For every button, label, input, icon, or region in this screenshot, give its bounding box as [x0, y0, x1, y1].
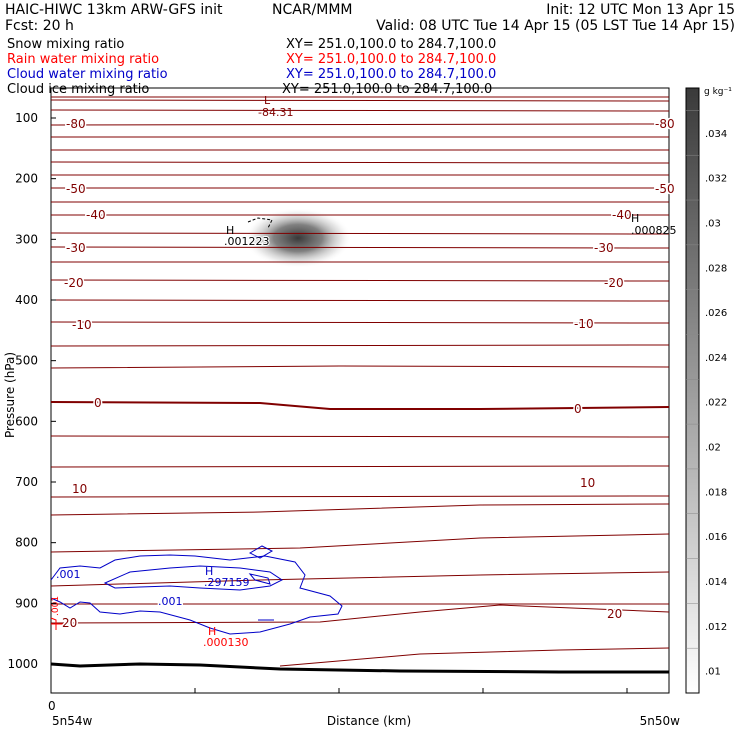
low-value: -84.31: [258, 106, 293, 119]
isotherm-label: -80: [66, 117, 86, 131]
isotherm-label: -30: [594, 241, 614, 255]
colorbar-tick-label: .026: [705, 308, 727, 319]
x-tick-zero: 0: [48, 699, 56, 713]
x-right-label: 5n50w: [640, 714, 681, 728]
y-tick-label: 200: [15, 172, 38, 186]
y-axis: 100 200 300 400 500 600 700 800 900 1000 Pressure…: [3, 111, 56, 671]
field-label-rain: Rain water mixing ratio: [7, 52, 159, 67]
colorbar-tick-label: .01: [705, 667, 721, 678]
isotherm-label: -10: [574, 317, 594, 331]
isotherm-label: 10: [580, 476, 595, 490]
isotherm-20: [50, 604, 670, 624]
y-tick-label: 500: [15, 354, 38, 368]
colorbar-tick-label: .022: [705, 398, 727, 409]
plot-frame: [50, 87, 670, 694]
header-org: NCAR/MMM: [272, 2, 353, 18]
x-left-label: 5n54w: [52, 714, 93, 728]
high-value-rain: .000130: [203, 636, 249, 649]
field-label-cloud-ice: Cloud ice mixing ratio: [7, 82, 149, 97]
high-value-snow: .001223: [224, 235, 270, 248]
isotherm-label: -20: [604, 276, 624, 290]
isotherm-label: -10: [72, 318, 92, 332]
isotherm-label: 10: [72, 482, 87, 496]
y-tick-label: 800: [15, 536, 38, 550]
colorbar-ramp: [685, 87, 700, 694]
field-xy-snow: XY= 251.0,100.0 to 284.7,100.0: [286, 37, 496, 52]
colorbar-tick-label: .016: [705, 532, 727, 543]
y-tick-label: 300: [15, 232, 38, 246]
high-value-ice: .000825: [631, 224, 677, 237]
header-init: Init: 12 UTC Mon 13 Apr 15: [546, 2, 735, 18]
colorbar-tick-label: .024: [705, 353, 727, 364]
high-value-cloud-water: .297159: [204, 576, 250, 589]
field-xy-cloud-water: XY= 251.0,100.0 to 284.7,100.0: [286, 67, 496, 82]
y-axis-label: Pressure (hPa): [3, 352, 17, 438]
colorbar-tick-label: .02: [705, 443, 721, 454]
high-marker-cloud-water: H: [205, 565, 213, 578]
snow-shading: [244, 208, 352, 268]
colorbar-tick-label: .014: [705, 577, 727, 588]
terrain-line: [50, 662, 669, 674]
snow-contour: [247, 217, 273, 229]
isotherm-label: -40: [86, 208, 106, 222]
isotherm-label: 0: [574, 402, 582, 416]
y-tick-label: 100: [15, 111, 38, 125]
rain-contour: [50, 617, 57, 630]
high-marker-rain: H: [208, 625, 216, 638]
isotherm-label: -30: [66, 241, 86, 255]
cloud-water-label: .001: [56, 568, 81, 581]
header-title: HAIC-HIWC 13km ARW-GFS init: [5, 2, 223, 18]
rain-label: .001: [51, 596, 61, 616]
cloud-water-labels: .001 .001: [55, 567, 185, 610]
cloud-water-contours: [50, 545, 343, 635]
y-tick-label: 1000: [7, 657, 38, 671]
y-tick-label: 600: [15, 414, 38, 428]
colorbar-tick-label: .012: [705, 622, 727, 633]
colorbar-tick-label: .032: [705, 174, 727, 185]
isotherms: [50, 96, 670, 667]
header-fcst: Fcst: 20 h: [5, 18, 74, 34]
field-legend: Snow mixing ratio XY= 251.0,100.0 to 284…: [7, 37, 496, 97]
isotherm-label: -80: [655, 117, 675, 131]
isotherm-label: 20: [607, 607, 622, 621]
isotherm-label: -50: [655, 182, 675, 196]
x-axis-label: Distance (km): [327, 714, 411, 728]
colorbar-tick-label: .028: [705, 263, 727, 274]
low-marker: L: [264, 94, 271, 107]
field-label-cloud-water: Cloud water mixing ratio: [7, 67, 168, 82]
isotherm-label: -20: [64, 276, 84, 290]
plot-area: -80 -80 -50 -50 -40 -40 -30 -30 -20 -20 …: [50, 87, 677, 694]
colorbar-unit: g kg⁻¹: [704, 87, 732, 97]
cloud-water-label: .001: [158, 595, 183, 608]
colorbar-tick-label: .018: [705, 487, 727, 498]
high-marker-ice: H: [631, 212, 639, 225]
y-tick-label: 700: [15, 475, 38, 489]
y-tick-label: 400: [15, 293, 38, 307]
isotherm-label: 20: [62, 616, 77, 630]
header: HAIC-HIWC 13km ARW-GFS init NCAR/MMM Ini…: [5, 2, 735, 34]
colorbar: .01 .012 .014 .016 .018 .02 .022 .024 .026 .028 .0…: [685, 87, 732, 694]
y-tick-label: 900: [15, 596, 38, 610]
isotherm-label: -40: [612, 208, 632, 222]
x-axis: 0 5n54w Distance (km) 5n50w: [48, 688, 680, 728]
isotherm-label: -50: [66, 182, 86, 196]
isotherm-zero: [50, 401, 670, 410]
colorbar-tick-label: .034: [705, 129, 727, 140]
extremum-annotations: L -84.31 H .001223 H .000825 H .297159 H…: [203, 94, 677, 649]
header-valid: Valid: 08 UTC Tue 14 Apr 15 (05 LST Tue …: [376, 18, 735, 34]
field-xy-cloud-ice: XY= 251.0,100.0 to 284.7,100.0: [282, 82, 492, 97]
isotherm-label: 0: [94, 396, 102, 410]
field-xy-rain: XY= 251.0,100.0 to 284.7,100.0: [286, 52, 496, 67]
colorbar-tick-label: .03: [705, 218, 721, 229]
isotherm-labels: -80 -80 -50 -50 -40 -40 -30 -30 -20 -20 …: [61, 116, 677, 632]
high-marker-snow: H: [226, 224, 234, 237]
field-label-snow: Snow mixing ratio: [7, 37, 124, 52]
